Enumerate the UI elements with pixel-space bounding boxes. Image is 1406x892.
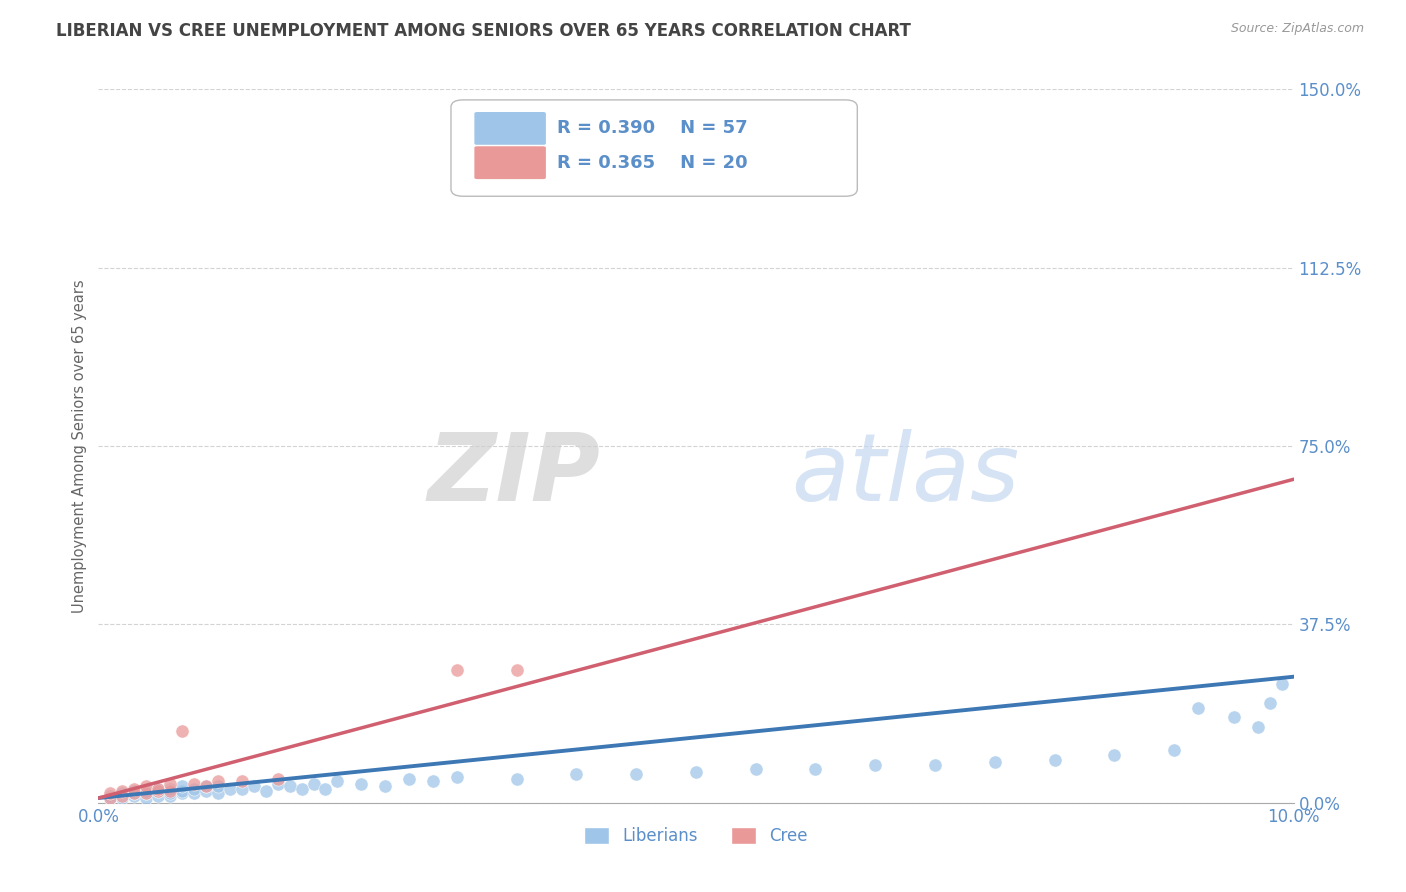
Point — [148, 784, 170, 798]
Point — [111, 786, 134, 800]
FancyBboxPatch shape — [474, 112, 547, 145]
Point — [1104, 748, 1126, 763]
Point — [159, 789, 181, 803]
Text: ZIP: ZIP — [427, 428, 600, 521]
Point — [148, 784, 170, 798]
Point — [98, 789, 122, 803]
Point — [231, 774, 253, 789]
Point — [172, 786, 194, 800]
Point — [1187, 700, 1209, 714]
Point — [124, 789, 146, 803]
Point — [159, 786, 181, 800]
Point — [124, 786, 146, 800]
Point — [267, 772, 290, 786]
Point — [159, 777, 181, 791]
Point — [135, 786, 157, 800]
Point — [183, 777, 205, 791]
Point — [565, 767, 588, 781]
Point — [984, 756, 1007, 770]
Point — [1223, 710, 1246, 724]
Point — [111, 791, 134, 805]
Point — [98, 791, 122, 805]
Point — [326, 774, 349, 789]
Point — [315, 781, 337, 796]
Legend: Liberians, Cree: Liberians, Cree — [578, 820, 814, 852]
Point — [1271, 677, 1294, 691]
Point — [207, 774, 229, 789]
Point — [291, 781, 314, 796]
Point — [626, 767, 648, 781]
Text: atlas: atlas — [792, 429, 1019, 520]
Point — [195, 784, 218, 798]
Point — [231, 781, 253, 796]
Point — [1043, 753, 1066, 767]
Point — [172, 724, 194, 739]
FancyBboxPatch shape — [474, 145, 547, 180]
FancyBboxPatch shape — [451, 100, 858, 196]
Point — [924, 757, 946, 772]
Point — [1163, 743, 1185, 757]
Point — [207, 779, 229, 793]
Point — [1247, 720, 1270, 734]
Point — [207, 786, 229, 800]
Point — [278, 779, 301, 793]
Point — [135, 786, 157, 800]
Point — [98, 786, 122, 800]
Point — [865, 757, 887, 772]
Point — [350, 777, 373, 791]
Text: LIBERIAN VS CREE UNEMPLOYMENT AMONG SENIORS OVER 65 YEARS CORRELATION CHART: LIBERIAN VS CREE UNEMPLOYMENT AMONG SENI… — [56, 22, 911, 40]
Point — [148, 781, 170, 796]
Point — [267, 777, 290, 791]
Point — [183, 781, 205, 796]
Point — [398, 772, 420, 786]
Point — [243, 779, 266, 793]
Point — [374, 779, 396, 793]
Text: R = 0.390    N = 57: R = 0.390 N = 57 — [557, 120, 748, 137]
Point — [302, 777, 325, 791]
Point — [111, 784, 134, 798]
Point — [172, 779, 194, 793]
Point — [124, 781, 146, 796]
Point — [685, 764, 707, 779]
Point — [124, 784, 146, 798]
Text: R = 0.365    N = 20: R = 0.365 N = 20 — [557, 153, 748, 171]
Point — [219, 781, 242, 796]
Y-axis label: Unemployment Among Seniors over 65 years: Unemployment Among Seniors over 65 years — [72, 279, 87, 613]
Point — [1258, 696, 1281, 710]
Point — [195, 779, 218, 793]
Point — [183, 786, 205, 800]
Text: Source: ZipAtlas.com: Source: ZipAtlas.com — [1230, 22, 1364, 36]
Point — [148, 789, 170, 803]
Point — [506, 663, 529, 677]
Point — [422, 774, 444, 789]
Point — [195, 779, 218, 793]
Point — [159, 781, 181, 796]
Point — [135, 779, 157, 793]
Point — [148, 781, 170, 796]
Point — [506, 772, 529, 786]
Point — [159, 784, 181, 798]
Point — [446, 770, 468, 784]
Point — [745, 763, 768, 777]
Point — [98, 791, 122, 805]
Point — [254, 784, 277, 798]
Point — [135, 784, 157, 798]
Point — [804, 763, 827, 777]
Point — [124, 786, 146, 800]
Point — [446, 663, 468, 677]
Point — [172, 784, 194, 798]
Point — [111, 789, 134, 803]
Point — [135, 791, 157, 805]
